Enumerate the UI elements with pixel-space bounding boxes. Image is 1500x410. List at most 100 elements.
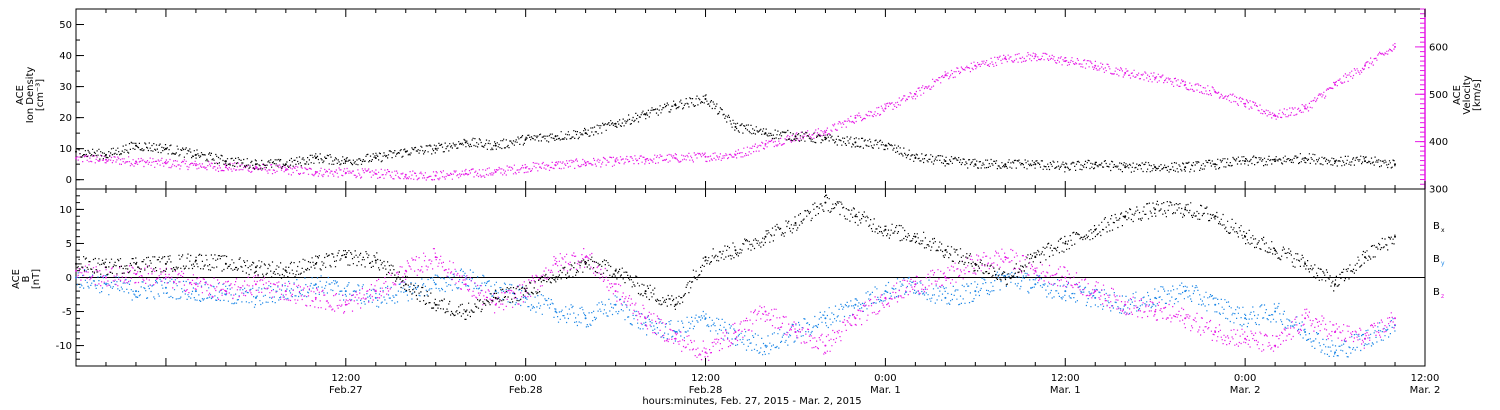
bz-series-point bbox=[914, 283, 917, 286]
bx-series-point bbox=[614, 269, 617, 272]
density-ytick-label: 30 bbox=[59, 82, 72, 93]
density-ylabel-line: ACE bbox=[15, 85, 26, 105]
legend-z-subscript: z bbox=[1441, 293, 1444, 300]
bx-series-point bbox=[734, 249, 737, 252]
density-series-point bbox=[1124, 166, 1127, 169]
bx-series-point bbox=[704, 256, 707, 259]
velocity-ytick-label: 300 bbox=[1429, 185, 1448, 196]
x-tick-time: 0:00 bbox=[874, 373, 896, 384]
bz-series-point bbox=[1364, 337, 1366, 340]
velocity-series-point bbox=[254, 167, 257, 170]
field-ylabel-line: [nT] bbox=[31, 269, 42, 289]
bz-series-point bbox=[554, 262, 557, 265]
bx-series-point bbox=[314, 262, 317, 265]
bz-series-cloud bbox=[76, 248, 1396, 361]
velocity-ylabel-line: Velocity bbox=[1462, 75, 1473, 114]
by-series-point bbox=[884, 290, 887, 293]
x-tick-time: 0:00 bbox=[514, 373, 536, 384]
density-series-point bbox=[1364, 160, 1366, 163]
by-series-point bbox=[614, 303, 617, 306]
bx-series-point bbox=[914, 235, 917, 238]
by-series-point bbox=[164, 286, 167, 289]
velocity-ylabel-line: ACE bbox=[1452, 85, 1463, 105]
bz-series-point bbox=[494, 303, 497, 306]
density-ytick-label: 10 bbox=[59, 144, 72, 155]
bz-series bbox=[75, 248, 1396, 361]
bx-series-point bbox=[824, 201, 827, 204]
velocity-series-point bbox=[854, 116, 857, 119]
velocity-series-point bbox=[164, 162, 167, 165]
x-tick-date: Feb.27 bbox=[329, 385, 363, 396]
bx-series-point bbox=[404, 283, 407, 286]
density-ylabel: ACE Ion Density [cm⁻³] bbox=[15, 67, 46, 124]
x-tick-date: Mar. 1 bbox=[1050, 385, 1081, 396]
velocity-series-point bbox=[105, 158, 107, 161]
bx-series-point bbox=[644, 290, 647, 293]
bx-series-point bbox=[1364, 256, 1366, 259]
bz-series-point bbox=[1184, 317, 1187, 320]
by-series-point bbox=[944, 296, 947, 299]
bx-series-point bbox=[884, 228, 887, 231]
bz-series-point bbox=[464, 283, 467, 286]
x-tick-date: Mar. 1 bbox=[870, 385, 901, 396]
velocity-ylabel: ACE Velocity [km/s] bbox=[1452, 75, 1483, 114]
velocity-ytick: 300 400 500 600 bbox=[1415, 8, 1448, 196]
by-series-point bbox=[135, 290, 137, 293]
by-series-point bbox=[584, 317, 587, 320]
velocity-series-cloud bbox=[76, 43, 1396, 181]
velocity-ytick-label: 600 bbox=[1429, 42, 1448, 53]
bz-series-point bbox=[1064, 276, 1067, 279]
bx-series-point bbox=[1154, 208, 1157, 211]
density-series-point bbox=[614, 122, 617, 125]
bz-series-point bbox=[1154, 310, 1157, 313]
velocity-series-point bbox=[194, 164, 197, 167]
bx-series-point bbox=[164, 262, 167, 265]
density-series-point bbox=[1094, 163, 1097, 166]
velocity-series-point bbox=[1304, 107, 1307, 110]
bz-series-point bbox=[1304, 317, 1307, 320]
by-series-point bbox=[1094, 296, 1097, 299]
by-series bbox=[75, 268, 1396, 358]
density-series-point bbox=[374, 157, 377, 159]
by-series-point bbox=[1034, 283, 1037, 286]
by-series-point bbox=[1064, 290, 1067, 293]
by-series-point bbox=[1274, 310, 1277, 313]
density-series-point bbox=[944, 160, 947, 163]
bx-series-point bbox=[464, 310, 467, 313]
density-series-point bbox=[704, 98, 707, 100]
legend-z: B bbox=[1433, 287, 1440, 298]
velocity-series-point bbox=[944, 74, 947, 77]
velocity-series-point bbox=[764, 143, 767, 145]
legend-y: B bbox=[1433, 254, 1440, 265]
field-ytick-label: -10 bbox=[56, 341, 72, 352]
bz-series-point bbox=[794, 331, 797, 333]
bz-series-point bbox=[644, 317, 647, 320]
velocity-series-point bbox=[1364, 64, 1366, 67]
bx-series-point bbox=[584, 262, 587, 265]
field-ytick-label: 10 bbox=[59, 205, 72, 216]
density-ytick: 0 10 20 30 40 50 bbox=[59, 20, 84, 186]
bx-series-point bbox=[1304, 262, 1307, 265]
bx-series-point bbox=[764, 235, 767, 238]
by-series-point bbox=[1214, 303, 1217, 306]
velocity-series-point bbox=[224, 166, 227, 169]
bz-series-point bbox=[704, 351, 707, 354]
velocity-series-point bbox=[1034, 55, 1037, 58]
density-series-point bbox=[1004, 163, 1007, 166]
bx-series-point bbox=[974, 262, 977, 265]
field-ytick-label: 5 bbox=[66, 239, 72, 250]
bx-series-point bbox=[135, 262, 137, 265]
density-series-point bbox=[854, 141, 857, 144]
bx-series-point bbox=[194, 259, 197, 262]
bz-series-point bbox=[1244, 337, 1247, 340]
bz-series-point bbox=[1034, 269, 1037, 272]
density-series-point bbox=[1244, 160, 1247, 163]
density-series-point bbox=[494, 144, 497, 147]
by-series-point bbox=[344, 290, 347, 293]
x-tick-date: Mar. 2 bbox=[1230, 385, 1261, 396]
field-ytick: -10 -5 0 5 10 bbox=[56, 195, 84, 360]
bx-series-point bbox=[1334, 283, 1337, 286]
